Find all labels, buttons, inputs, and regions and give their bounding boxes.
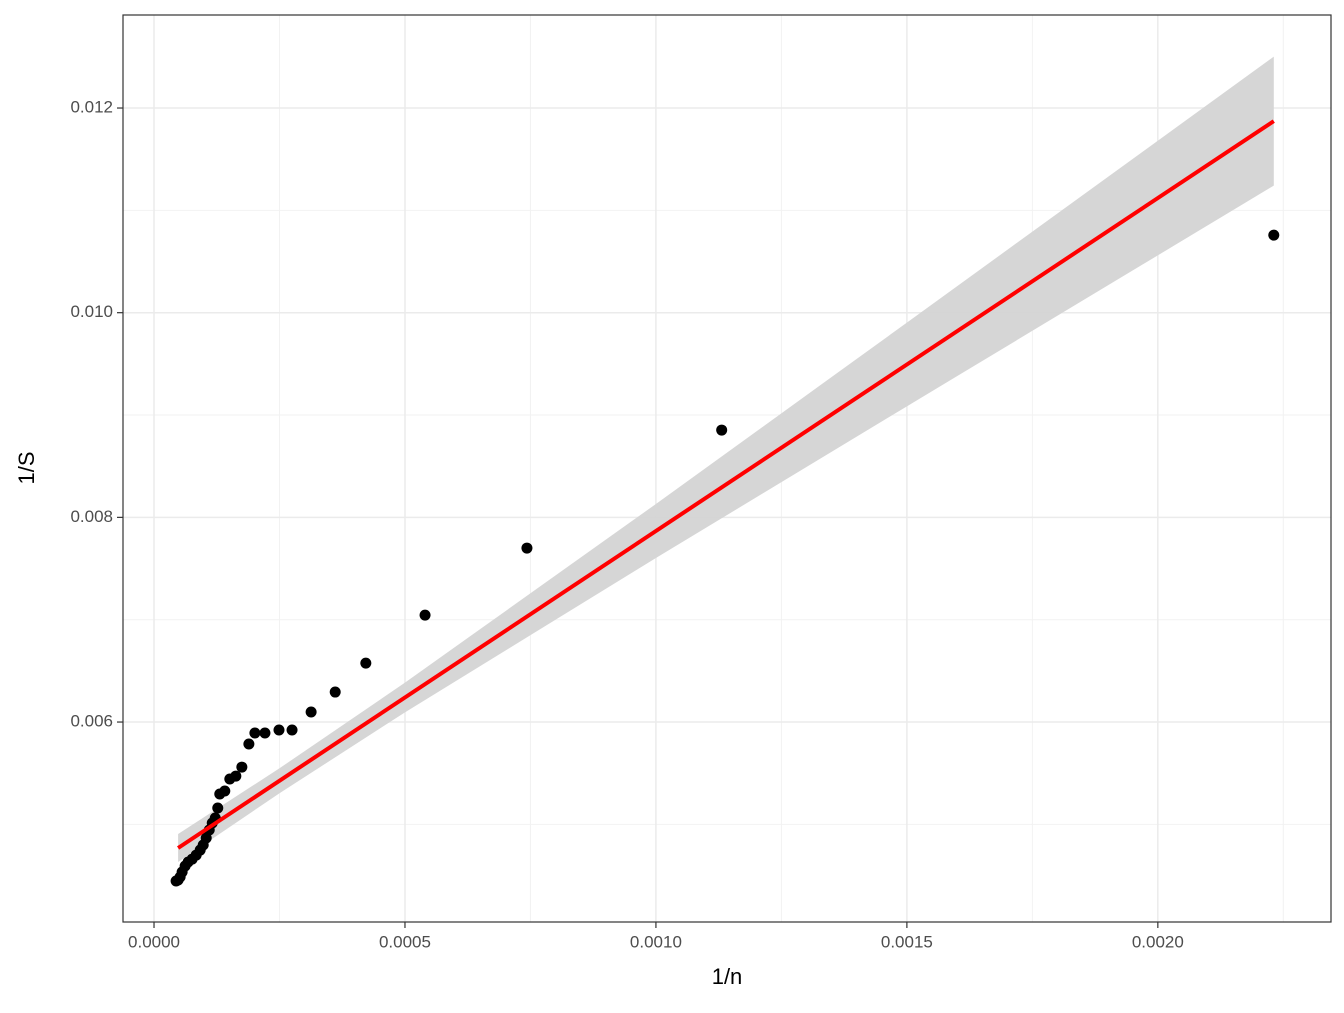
point	[286, 724, 298, 736]
point	[243, 738, 255, 750]
point	[224, 773, 236, 785]
point	[214, 788, 226, 800]
point	[1268, 229, 1280, 241]
point	[329, 686, 341, 698]
x-tick-label: 0.0000	[128, 932, 180, 951]
y-tick-label: 0.010	[70, 302, 113, 321]
x-tick-label: 0.0015	[881, 932, 933, 951]
point	[716, 424, 728, 436]
x-axis-title: 1/n	[712, 964, 743, 989]
y-axis-title: 1/S	[14, 451, 39, 484]
point	[259, 727, 271, 739]
panel-border	[122, 14, 1332, 923]
x-tick-label: 0.0010	[630, 932, 682, 951]
confidence-band	[178, 56, 1274, 863]
y-tick-label: 0.008	[70, 507, 113, 526]
fit-line	[177, 119, 1275, 850]
point	[249, 727, 261, 739]
x-tick-label: 0.0020	[1132, 932, 1184, 951]
y-tick-label: 0.006	[70, 712, 113, 731]
point	[419, 609, 431, 621]
point	[360, 657, 372, 669]
point	[236, 761, 248, 773]
point	[170, 875, 182, 887]
y-tick-label: 0.012	[70, 98, 113, 117]
x-tick-label: 0.0005	[379, 932, 431, 951]
point	[212, 802, 224, 814]
point	[521, 542, 533, 554]
point	[273, 724, 285, 736]
point	[305, 706, 317, 718]
